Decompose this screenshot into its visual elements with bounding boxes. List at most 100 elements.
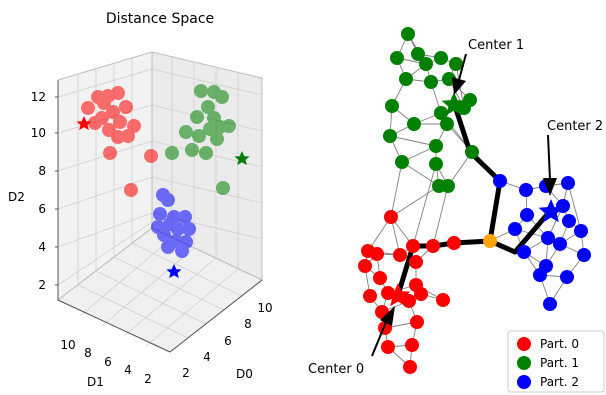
graph-node <box>442 72 456 86</box>
cluster-2-points <box>151 188 196 258</box>
graph-node <box>410 315 424 329</box>
graph-node <box>405 338 419 352</box>
graph-edge <box>390 161 403 218</box>
d2-axis-label: D2 <box>8 190 25 204</box>
cluster-1-point <box>210 132 224 146</box>
cluster-0-point <box>103 146 117 160</box>
cluster-1-points <box>165 84 236 195</box>
cluster-0-points <box>81 86 158 197</box>
callout-center-0: Center 0 <box>308 362 364 377</box>
graph-node <box>403 360 417 374</box>
cluster-2-center-star <box>166 264 182 279</box>
graph-node <box>414 287 428 301</box>
cluster-2-point <box>178 210 192 224</box>
graph-node <box>436 293 450 307</box>
cluster-0-point <box>95 111 109 125</box>
graph-edge <box>567 182 582 232</box>
graph-node <box>406 239 420 253</box>
graph-node <box>373 271 387 285</box>
graph-node <box>574 224 588 238</box>
d1-tick: 8 <box>84 346 92 360</box>
cluster-2-point <box>161 193 175 207</box>
center-2-star <box>538 199 564 223</box>
graph-node <box>381 340 395 354</box>
graph-node <box>533 268 547 282</box>
plot-title: Distance Space <box>106 11 214 27</box>
cluster-1-point <box>179 125 193 139</box>
center-path-segment <box>487 178 503 244</box>
cluster-2-point <box>153 207 167 221</box>
cluster-0-center-star <box>76 116 92 131</box>
graph-node <box>520 208 534 222</box>
callout-center-2: Center 2 <box>547 119 603 134</box>
graph-node <box>519 183 533 197</box>
graph-node <box>449 57 463 71</box>
graph-node <box>440 117 454 131</box>
graph-node <box>409 255 423 269</box>
d1-tick: 4 <box>124 363 132 377</box>
d0-tick: 4 <box>203 350 211 364</box>
legend-label: Part. 2 <box>540 375 579 389</box>
cluster-2-point <box>157 228 171 242</box>
d2-tick: 2 <box>38 278 46 292</box>
graph-node <box>358 259 372 273</box>
legend: Part. 0 Part. 1 Part. 2 <box>507 330 605 393</box>
callout-arrows <box>371 53 557 357</box>
cluster-0-point <box>144 149 158 163</box>
graph-node <box>562 214 576 228</box>
cluster-0-point <box>106 105 120 119</box>
d0-tick: 6 <box>224 334 232 348</box>
d0-tick: 2 <box>182 366 190 380</box>
graph-node <box>393 248 407 262</box>
cluster-2-point <box>171 222 185 236</box>
graph-node <box>447 236 461 250</box>
legend-label: Part. 0 <box>540 337 579 351</box>
graph-node <box>493 174 507 188</box>
graph-node <box>419 57 433 71</box>
distance-space-plot: Distance Space <box>8 11 273 389</box>
graph-node <box>434 106 448 120</box>
d2-tick: 4 <box>38 240 46 254</box>
graph-node <box>384 210 398 224</box>
graph-node <box>508 222 522 236</box>
cluster-1-point <box>199 146 213 160</box>
graph-node <box>411 47 425 61</box>
graph-node <box>395 155 409 169</box>
d2-tick-labels: 12 10 8 6 4 2 <box>31 90 46 292</box>
cluster-0-point <box>81 101 95 115</box>
cluster-1-point <box>215 90 229 104</box>
cluster-1-center-star <box>234 151 250 166</box>
d2-tick: 6 <box>38 202 46 216</box>
graph-node <box>465 145 479 159</box>
d0-axis-label: D0 <box>236 367 253 381</box>
graph-node <box>541 231 555 245</box>
d1-axis-label: D1 <box>87 375 104 389</box>
d2-tick: 10 <box>31 126 46 140</box>
center-path-segment <box>395 243 416 298</box>
cluster-1-point <box>201 100 215 114</box>
graph-node <box>383 129 397 143</box>
d0-tick: 8 <box>244 317 252 331</box>
cluster-2-point <box>175 244 189 258</box>
graph-node <box>424 75 438 89</box>
cluster-1-point <box>222 119 236 133</box>
cluster-1-point <box>194 84 208 98</box>
graph-node <box>363 289 377 303</box>
d1-tick: 10 <box>60 338 75 352</box>
graph-node <box>370 247 384 261</box>
legend-label: Part. 1 <box>540 356 579 370</box>
graph-node <box>517 245 531 259</box>
cluster-0-point <box>113 115 127 129</box>
graph-node <box>429 139 443 153</box>
d1-tick: 2 <box>144 372 152 386</box>
cluster-1-point <box>192 129 206 143</box>
graph-node <box>399 72 413 86</box>
graph-node <box>390 51 404 65</box>
cluster-0-point <box>97 96 111 110</box>
cluster-2-point <box>161 240 175 254</box>
partition-2-nodes <box>493 174 591 311</box>
d1-tick-labels: 10 8 6 4 2 <box>60 338 151 386</box>
graph-node <box>402 294 416 308</box>
cluster-1-point <box>190 110 204 124</box>
